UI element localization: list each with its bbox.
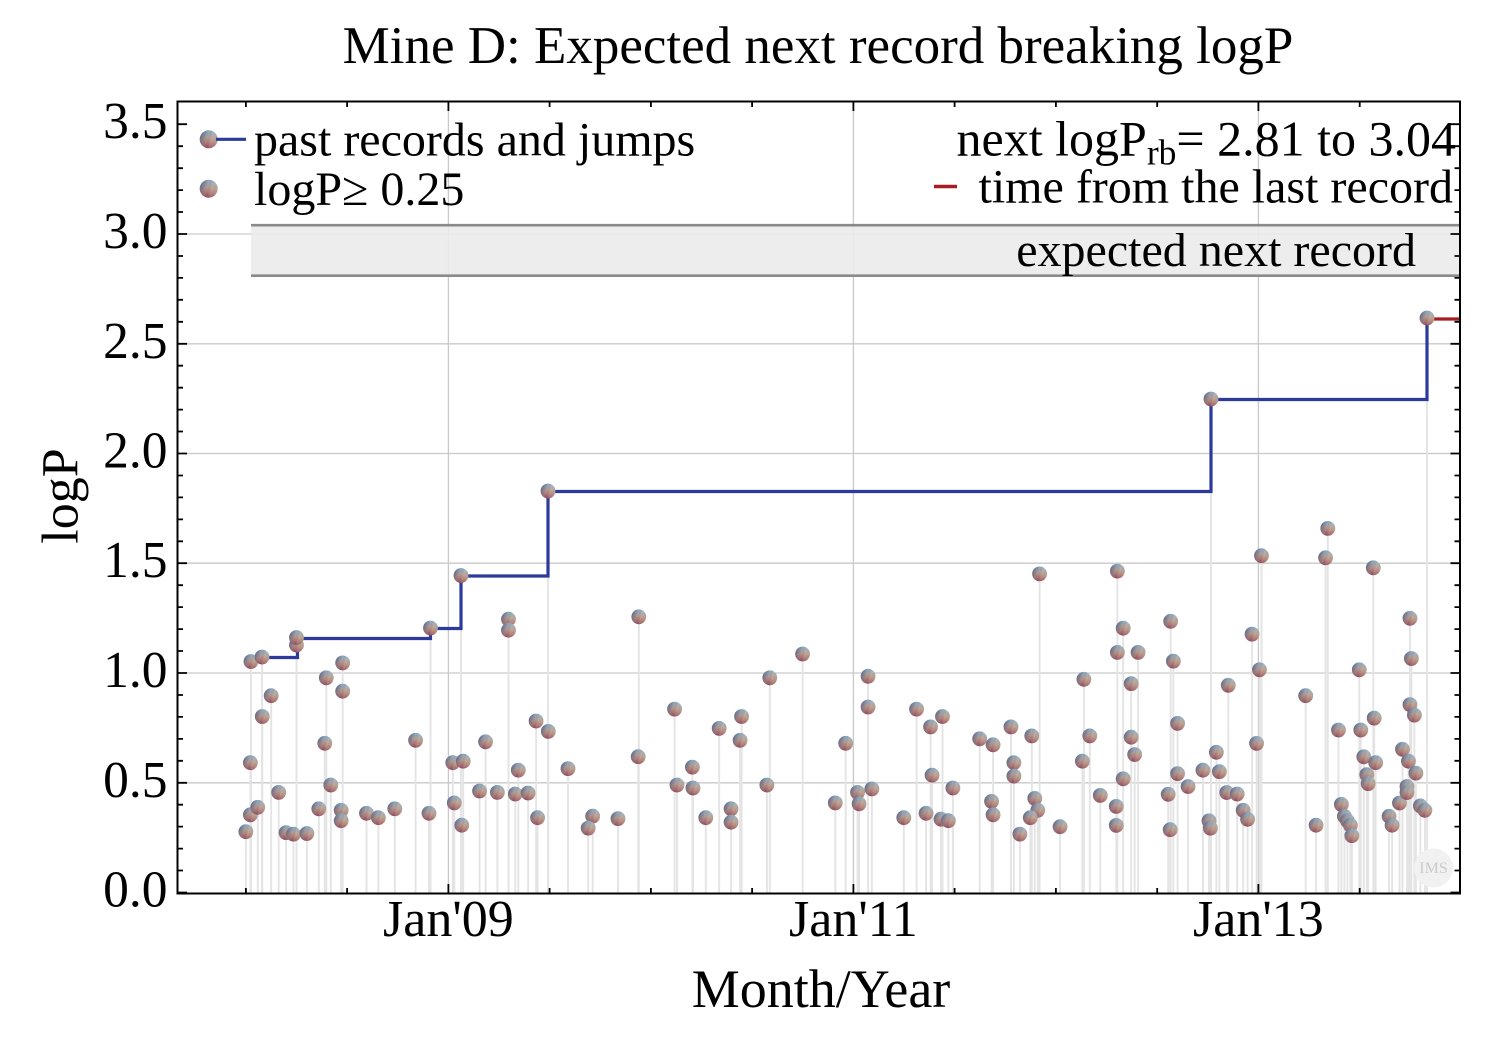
svg-text:Mine D: Expected next record b: Mine D: Expected next record breaking lo… <box>343 17 1294 75</box>
svg-text:Jan'09: Jan'09 <box>383 891 514 948</box>
svg-text:Jan'11: Jan'11 <box>789 891 918 948</box>
svg-text:0.0: 0.0 <box>103 862 167 919</box>
svg-text:Month/Year: Month/Year <box>692 959 951 1019</box>
svg-text:3.5: 3.5 <box>103 93 167 150</box>
svg-text:logP: logP <box>33 448 90 543</box>
svg-text:logP≥ 0.25: logP≥ 0.25 <box>254 163 464 216</box>
svg-text:next logPrb= 2.81 to 3.04: next logPrb= 2.81 to 3.04 <box>957 111 1456 173</box>
svg-text:1.0: 1.0 <box>103 642 167 699</box>
svg-text:3.0: 3.0 <box>103 203 167 260</box>
svg-text:1.5: 1.5 <box>103 532 167 589</box>
svg-text:IMS: IMS <box>1419 860 1447 877</box>
svg-text:time from the last record: time from the last record <box>979 161 1454 214</box>
svg-text:past records and jumps: past records and jumps <box>254 114 695 167</box>
svg-text:0.5: 0.5 <box>103 752 167 809</box>
svg-text:expected next record: expected next record <box>1016 224 1416 277</box>
svg-text:2.0: 2.0 <box>103 423 167 480</box>
svg-text:Jan'13: Jan'13 <box>1193 891 1324 948</box>
svg-text:2.5: 2.5 <box>103 313 167 370</box>
